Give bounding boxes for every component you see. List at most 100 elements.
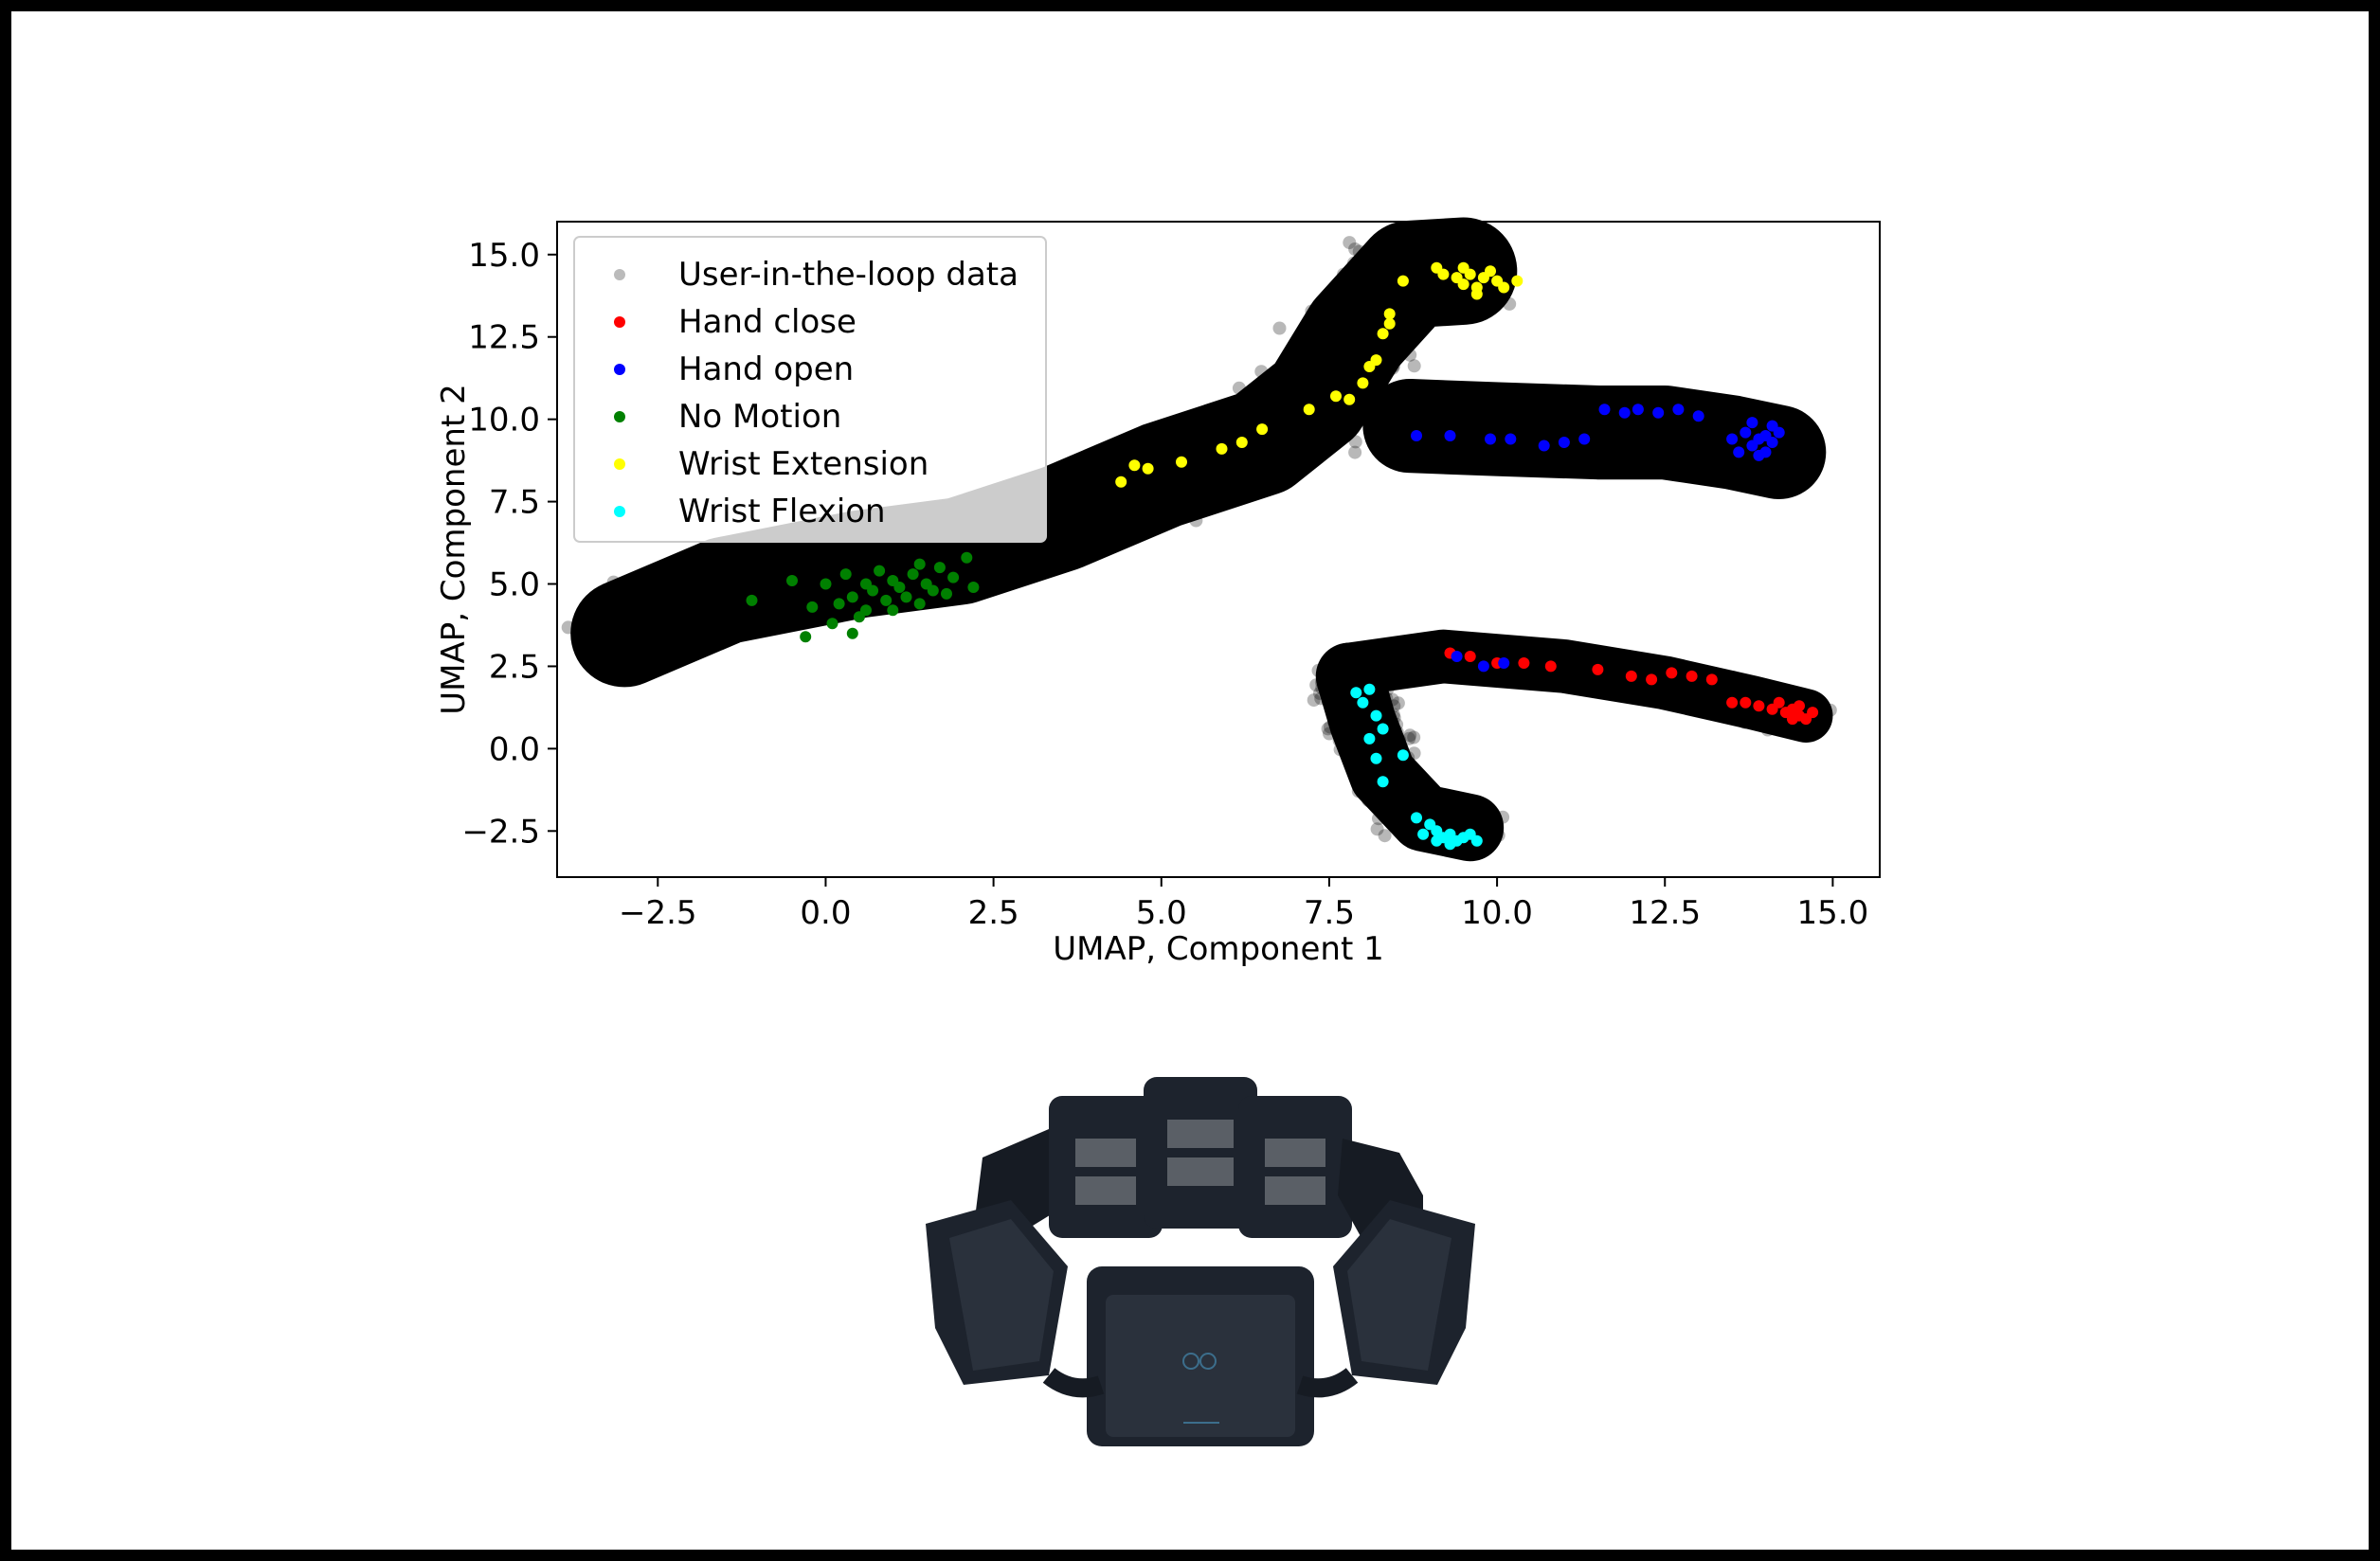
cloud-point [1769,719,1783,733]
data-point [860,604,872,617]
data-point [1686,670,1698,682]
cloud-point [1616,683,1631,697]
cloud-point [1738,464,1752,477]
data-point [846,627,858,639]
cloud-point [1586,450,1600,464]
cloud-point [1412,410,1426,424]
data-point [1357,377,1369,389]
cloud-point [1195,488,1209,502]
cloud-point [1248,407,1262,422]
cloud-point [1604,663,1618,677]
data-point [1363,732,1376,745]
cloud-point [1737,680,1751,693]
cloud-point [1551,400,1565,414]
cloud-point [1121,498,1135,512]
data-point [1646,673,1658,686]
cloud-point [1311,663,1325,677]
cloud-point [1430,797,1444,811]
cloud-point [1135,511,1149,526]
armband-front-pods [926,1200,1475,1446]
cloud-point [1705,447,1720,461]
x-tick-label: 15.0 [1797,894,1869,932]
y-tick-label: −2.5 [461,813,540,851]
data-point [1578,433,1591,445]
cloud-point [1529,399,1542,413]
cloud-point [1617,435,1632,449]
cloud-point [681,593,695,607]
cloud-point [1343,742,1357,756]
data-point [1457,261,1469,274]
cloud-point [1666,453,1679,467]
cloud-point [1362,779,1377,793]
cloud-point [1337,267,1351,281]
cloud-point [1333,408,1347,422]
cloud-point [1150,492,1164,506]
cloud-point [733,616,748,630]
cloud-point [650,626,663,639]
cloud-point [1677,437,1691,451]
data-point [1618,406,1631,419]
legend-label: User-in-the-loop data [678,256,1019,294]
series-wrist-extension [1115,261,1524,488]
cloud-point [1054,473,1068,487]
data-point [1498,281,1510,294]
cloud-point [1329,410,1343,424]
cloud-point [1366,741,1380,755]
cloud-point [1498,416,1512,430]
cloud-point [1374,646,1388,660]
cloud-point [1719,682,1733,696]
cloud-point [607,637,622,651]
cloud-point [1786,417,1800,431]
cloud-point [674,640,688,655]
cloud-point [1199,503,1213,517]
cloud-point [1602,415,1616,429]
cloud-point [960,562,974,576]
cloud-point [1393,781,1407,796]
cloud-point [1616,685,1631,699]
cloud-point [1337,383,1351,397]
cloud-point [1377,675,1391,690]
cloud-point [1656,435,1670,448]
data-point [1343,393,1356,405]
cloud-point [1427,278,1441,293]
cloud-point [1679,410,1693,424]
cloud-point [1407,764,1421,779]
cloud-point [684,583,698,597]
cloud-point [1389,670,1402,684]
cloud-point [1293,374,1307,388]
cloud-point [1713,438,1727,452]
cloud-point [1621,439,1635,453]
data-point [1457,278,1469,291]
armband-back-pods [973,1077,1423,1238]
data-point [1753,700,1765,712]
cloud-point [1431,240,1445,254]
data-point [1485,265,1496,278]
cloud-point [931,573,946,587]
cloud-point [1253,382,1267,396]
cloud-point [1636,414,1650,427]
cloud-point [713,601,728,615]
cloud-point [1059,548,1073,563]
cloud-point [1280,383,1294,396]
cloud-point [1197,415,1210,429]
cloud-point [1711,416,1725,430]
cloud-point [1461,399,1475,413]
cloud-point [1491,644,1506,658]
cloud-point [772,561,786,575]
cloud-point [1740,456,1754,470]
cloud-point [1553,651,1567,665]
cloud-point [1686,399,1700,413]
cloud-point [738,576,752,590]
cloud-point [1441,409,1455,423]
cloud-point [1385,692,1399,707]
cloud-point [1419,418,1433,432]
cloud-point [657,621,671,636]
cloud-point [961,568,975,583]
cloud-point [1660,433,1674,447]
cloud-point [1321,694,1335,709]
cloud-point [1425,656,1439,671]
cloud-point [1698,696,1712,710]
umap-scatter-plot: −2.5 0.0 2.5 5.0 7.5 10.0 12.5 15.0 −2.5 0.0 2.5 5… [435,217,1881,968]
cloud-point [1254,365,1269,379]
cloud-point [1476,236,1490,250]
